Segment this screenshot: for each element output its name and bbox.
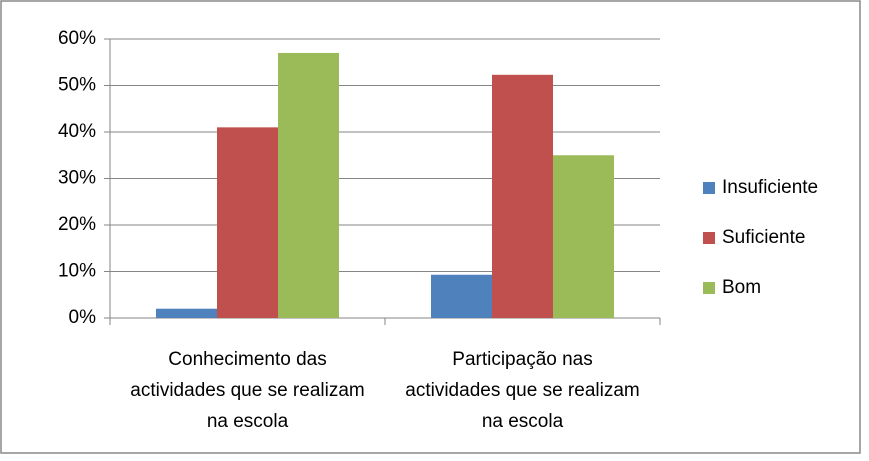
y-tick-label: 60% [58, 28, 96, 49]
bar [217, 127, 278, 318]
legend-swatch [703, 232, 715, 244]
legend-label: Insuficiente [722, 177, 818, 198]
chart-border [0, 0, 861, 454]
bar [278, 52, 339, 318]
bar [156, 308, 217, 318]
y-tick-label: 40% [58, 121, 96, 142]
y-tick-label: 30% [58, 168, 96, 189]
y-tick-label: 20% [58, 214, 96, 235]
x-tick-label: Participação nas actividades que se real… [405, 349, 640, 432]
legend-swatch [703, 182, 715, 194]
legend-swatch [703, 282, 715, 294]
bar [492, 74, 553, 319]
x-tick-label: Conhecimento das actividades que se real… [130, 349, 365, 432]
y-tick-label: 50% [58, 75, 96, 96]
bar [553, 155, 614, 318]
y-tick-label: 0% [69, 307, 97, 328]
y-tick-label: 10% [58, 261, 96, 282]
legend-label: Suficiente [722, 227, 805, 248]
bar [431, 274, 492, 318]
legend-label: Bom [722, 277, 761, 298]
